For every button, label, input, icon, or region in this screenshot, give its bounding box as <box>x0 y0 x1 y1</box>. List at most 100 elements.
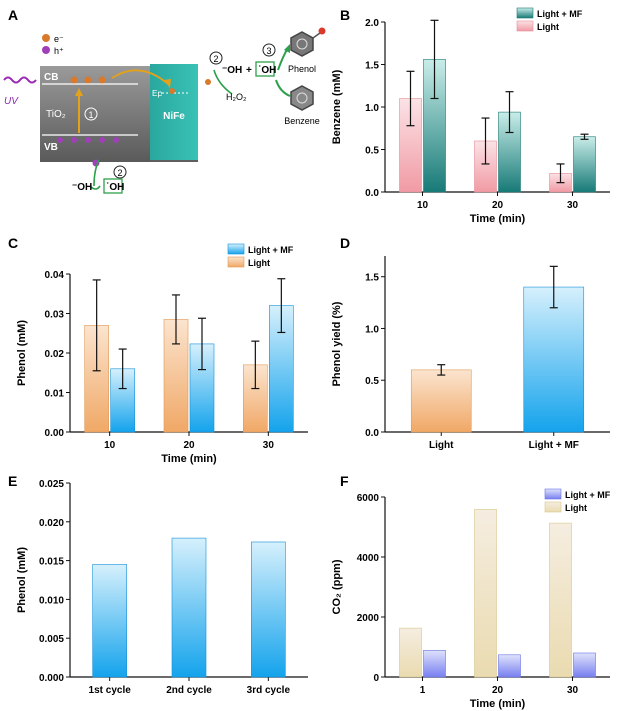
step-2-top-circle <box>209 51 223 65</box>
cb-label: CB <box>44 72 58 83</box>
bar-light-30 <box>549 522 572 678</box>
hole-5 <box>113 137 119 143</box>
chart-panel-b: B 0.0 0.5 1.0 1.5 2.0 Benzene (mM) Time (min) 10… <box>331 7 610 225</box>
x-axis-label: Time (min) <box>470 213 526 225</box>
phenol-ring-icon <box>290 31 314 57</box>
x-tick-label: 2nd cycle <box>166 685 212 696</box>
y-axis-label: Phenol yield (%) <box>331 301 343 386</box>
nife-label: NiFe <box>163 111 185 122</box>
hole-2 <box>71 137 77 143</box>
nife-block <box>150 64 198 160</box>
phenol-oxygen-icon <box>318 27 326 35</box>
y-tick-label: 2.0 <box>365 18 379 29</box>
y-tick-label: 2000 <box>357 613 380 624</box>
x-tick-label: 1 <box>420 685 426 696</box>
y-tick-label: 0.02 <box>45 349 65 360</box>
plus-sign: + <box>246 65 252 76</box>
step-2-top-label: 2 <box>213 54 218 64</box>
hole-3 <box>85 137 91 143</box>
oh-radical-top-box <box>255 61 275 77</box>
y-axis-label: Phenol (mM) <box>16 547 28 613</box>
y-tick-label: 6000 <box>357 493 380 504</box>
legend-swatch-light <box>227 256 245 268</box>
step-1-label: 1 <box>88 110 93 120</box>
benzene-ring-icon <box>290 85 314 111</box>
hole-legend-dot <box>42 46 50 54</box>
y-tick-label: 0.015 <box>39 557 64 568</box>
step-2-bottom-circle <box>113 165 127 179</box>
y-tick-label: 1.5 <box>365 61 379 72</box>
y-tick-label: 0.010 <box>39 595 64 606</box>
x-tick-label: 30 <box>567 200 579 211</box>
chart-panel-f: F 0 2000 4000 6000 CO₂ (ppm) Time (min) 1 20 30 Li… <box>331 473 611 710</box>
legend-label: Light <box>248 258 270 268</box>
y-tick-label: 0 <box>373 673 379 684</box>
step-3-label: 3 <box>266 46 271 56</box>
x-tick-label: 1st cycle <box>89 685 132 696</box>
y-tick-label: 0.0 <box>365 428 379 439</box>
bar-light-20 <box>474 508 497 678</box>
y-tick-label: 0.5 <box>365 376 379 387</box>
uv-light-wave <box>3 76 37 84</box>
hydroxylation-arrowhead <box>284 44 290 53</box>
electron-legend-dot <box>42 34 50 42</box>
step-3-circle <box>262 43 276 57</box>
legend-swatch-light <box>544 501 562 513</box>
panel-letter-d: D <box>340 235 350 251</box>
x-tick-label: 30 <box>567 685 579 696</box>
hydroxide-bottom-label: ⁻OH <box>72 182 92 193</box>
bar-phenol-1st-cycle <box>92 564 127 678</box>
x-tick-label: 10 <box>104 440 116 451</box>
hole-oxidation-arrow-up <box>93 159 100 187</box>
bar-phenol-3rd-cycle <box>251 541 286 678</box>
bar-light-mf-1 <box>423 649 446 678</box>
legend-swatch-light <box>516 20 534 32</box>
hydroxide-top-label: ⁻OH <box>222 65 242 76</box>
hole-1 <box>57 137 63 143</box>
x-tick-label: 3rd cycle <box>247 685 291 696</box>
surface-electron <box>205 79 211 85</box>
transferred-electron <box>169 88 175 94</box>
y-tick-label: 0.04 <box>45 270 65 281</box>
electron-1 <box>70 76 78 84</box>
legend-swatch-light-mf <box>227 243 245 255</box>
panel-a-diagram: A e⁻ h⁺ UV CB VB TiO₂ 1 NiFe Eբ <box>3 7 326 194</box>
y-tick-label: 0.000 <box>39 673 64 684</box>
legend-label: Light <box>565 503 587 513</box>
y-tick-label: 1.0 <box>365 324 379 335</box>
phenol-oh-bond <box>312 32 321 39</box>
y-tick-label: 0.025 <box>39 479 64 490</box>
electron-3 <box>98 76 106 84</box>
oh-radical-bottom-box <box>103 178 123 194</box>
legend-label: Light <box>537 22 559 32</box>
x-axis-label: Time (min) <box>161 453 217 465</box>
fermi-level-label: Eբ <box>152 89 162 98</box>
electron-legend-label: e⁻ <box>54 34 64 44</box>
x-tick-label: 20 <box>492 200 504 211</box>
benzene-ring-aromatic <box>296 92 308 104</box>
legend-swatch-light-mf <box>516 7 534 19</box>
step-1-circle <box>84 107 98 121</box>
step-2-bottom-label: 2 <box>117 168 122 178</box>
legend-swatch-light-mf <box>544 488 562 500</box>
x-tick-label: 20 <box>492 685 504 696</box>
legend-label: Light + MF <box>248 245 294 255</box>
vb-label: VB <box>44 142 58 153</box>
y-tick-label: 0.03 <box>45 310 65 321</box>
electron-transfer-arrowhead <box>164 79 171 88</box>
chart-panel-d: D 0.0 0.5 1.0 1.5 Phenol yield (%) Light Light … <box>331 235 610 451</box>
hydroxylation-arrow <box>277 47 289 71</box>
panel-letter-b: B <box>340 7 350 23</box>
y-axis-label: Phenol (mM) <box>16 320 28 386</box>
x-tick-label: 20 <box>183 440 195 451</box>
chart-panel-c: C 0.00 0.01 0.02 0.03 0.04 Phenol (mM) Time (mi… <box>8 235 308 465</box>
x-axis-label: Time (min) <box>470 698 526 710</box>
y-tick-label: 4000 <box>357 553 380 564</box>
x-tick-label: Light + MF <box>529 440 579 451</box>
hole-4 <box>99 137 105 143</box>
y-tick-label: 0.01 <box>45 389 65 400</box>
x-tick-label: 10 <box>417 200 429 211</box>
panel-letter-c: C <box>8 235 18 251</box>
legend-label: Light + MF <box>565 490 611 500</box>
